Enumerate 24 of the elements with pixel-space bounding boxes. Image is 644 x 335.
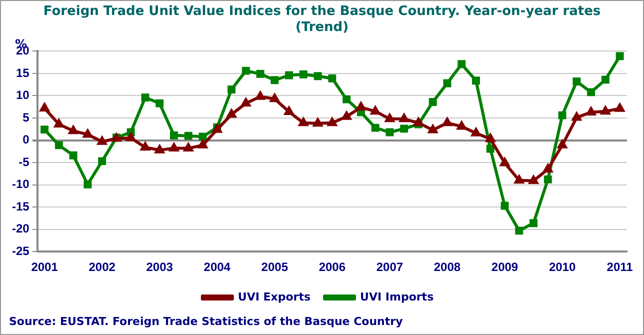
x-tick-label: 2011 — [606, 260, 634, 274]
legend-label: UVI Imports — [360, 290, 434, 304]
x-tick-label: 2005 — [261, 260, 288, 274]
y-tick-label: 5 — [22, 110, 30, 124]
x-tick-label: 2006 — [318, 260, 346, 274]
legend-label: UVI Exports — [238, 290, 311, 304]
y-tick-label: -10 — [12, 177, 30, 192]
y-tick-label: -5 — [18, 154, 30, 169]
y-tick-label: 15 — [16, 66, 30, 80]
y-tick-label: 10 — [16, 88, 30, 102]
x-tick-label: 2007 — [376, 260, 404, 274]
y-tick-label: -15 — [12, 199, 30, 214]
x-tick-label: 2003 — [146, 260, 174, 274]
x-tick-label: 2002 — [88, 260, 116, 274]
x-tick-label: 2001 — [31, 260, 58, 274]
source-note: Source: EUSTAT. Foreign Trade Statistics of the Basque Country — [9, 315, 403, 328]
y-tick-label: -20 — [12, 222, 30, 236]
x-tick-label: 2008 — [434, 260, 461, 274]
y-tick-label: -25 — [12, 244, 30, 258]
chart-title: Foreign Trade Unit Value Indices for the Basque Country. Year-on-year rates (Trend) — [42, 4, 602, 36]
x-tick-label: 2009 — [491, 260, 518, 274]
x-tick-label: 2004 — [204, 260, 231, 274]
y-tick-label: 0 — [22, 132, 30, 147]
x-tick-label: 2010 — [548, 260, 576, 274]
